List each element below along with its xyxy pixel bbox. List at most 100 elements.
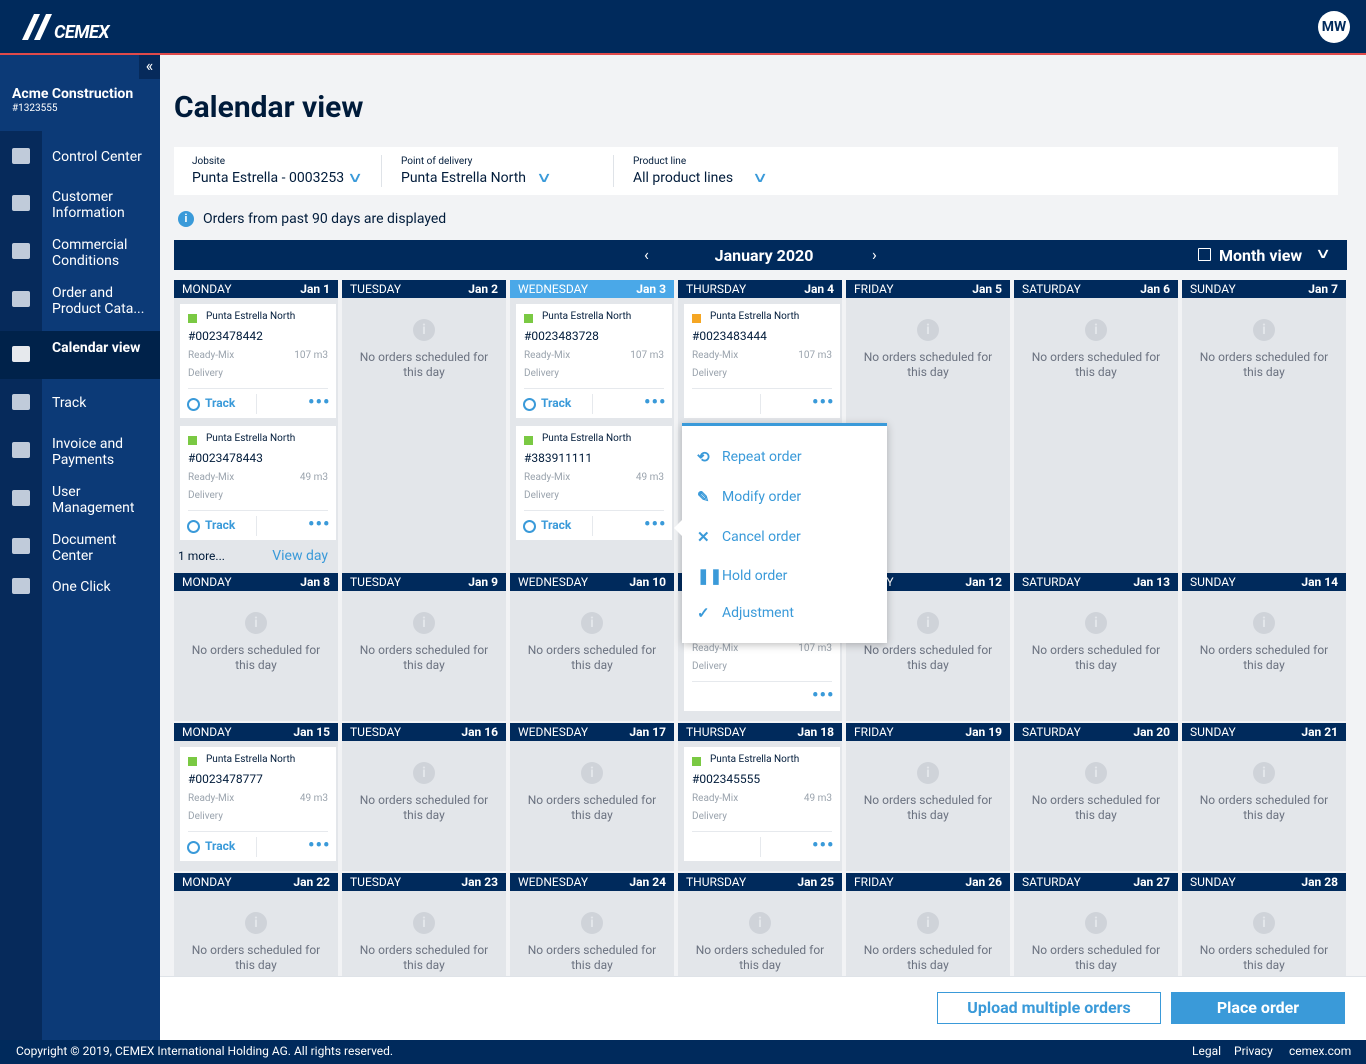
more-menu[interactable]: ••• <box>812 685 835 706</box>
day-cell: Punta Estrella North #0023478442 Ready-Mix… <box>174 298 338 588</box>
track-link[interactable]: Track <box>205 839 236 853</box>
nav-item[interactable]: Calendar view <box>52 340 141 356</box>
more-orders[interactable]: 1 more... <box>178 549 225 563</box>
menu-item[interactable]: Hold order <box>722 568 788 584</box>
delivery-type: Delivery <box>188 368 224 379</box>
day-name: FRIDAY <box>854 725 894 739</box>
more-menu[interactable]: ••• <box>308 514 331 535</box>
view-selector[interactable]: Month view <box>1219 246 1303 265</box>
nav-item[interactable]: Track <box>52 395 87 411</box>
track-link[interactable]: Track <box>205 518 236 532</box>
day-header: FRIDAY Jan 5 <box>846 280 1010 298</box>
empty-icon: i <box>749 912 771 934</box>
menu-icon: ✓ <box>697 604 710 622</box>
nav-item[interactable]: User Management <box>52 484 135 516</box>
order-number[interactable]: #0023483444 <box>692 329 767 343</box>
dropdown-arrow: ∨ <box>751 170 769 186</box>
collapse-button[interactable]: « <box>139 55 160 79</box>
order-number[interactable]: #002345555 <box>692 772 761 786</box>
day-header: WEDNESDAY Jan 10 <box>510 573 674 591</box>
order-number[interactable]: #0023478443 <box>188 451 263 465</box>
empty-icon: i <box>1253 912 1275 934</box>
empty-icon: i <box>1253 319 1275 341</box>
order-number[interactable]: #0023478442 <box>188 329 263 343</box>
account-number[interactable]: #1323555 <box>12 103 58 114</box>
view-day[interactable]: View day <box>272 548 328 564</box>
view-arrow: ∨ <box>1314 246 1332 262</box>
nav-item[interactable]: Invoice and Payments <box>52 436 124 468</box>
empty-icon: i <box>245 612 267 634</box>
nav-item[interactable]: One Click <box>52 579 111 595</box>
day-name: WEDNESDAY <box>518 875 589 889</box>
day-header: WEDNESDAY Jan 3 <box>510 280 674 298</box>
track-icon <box>523 520 536 533</box>
nav-item[interactable]: Commercial Conditions <box>52 237 128 269</box>
empty-icon: i <box>1253 762 1275 784</box>
separator <box>524 510 664 511</box>
day-date: Jan 3 <box>636 282 666 296</box>
day-name: WEDNESDAY <box>518 725 589 739</box>
menu-item[interactable]: Cancel order <box>722 529 801 545</box>
day-name: FRIDAY <box>854 875 894 889</box>
order-card: Punta Estrella North #002345555 Ready-Mix 4… <box>684 747 840 861</box>
day-header: SUNDAY Jan 21 <box>1182 723 1346 741</box>
empty-icon: i <box>1085 319 1107 341</box>
order-number[interactable]: #0023478777 <box>188 772 263 786</box>
empty-message: No orders scheduled for this day <box>191 943 321 972</box>
day-cell: i No orders scheduled for this day <box>1182 741 1346 871</box>
upload-button[interactable]: Upload multiple orders <box>937 992 1161 1024</box>
nav-item[interactable]: Document Center <box>52 532 117 564</box>
day-name: TUESDAY <box>350 875 402 889</box>
filter-value[interactable]: All product lines <box>633 170 734 186</box>
day-name: WEDNESDAY <box>518 575 589 589</box>
more-menu[interactable]: ••• <box>812 392 835 413</box>
page-title: Calendar view <box>174 90 364 125</box>
footer-link[interactable]: Privacy <box>1234 1044 1273 1058</box>
calendar-icon <box>1198 248 1211 261</box>
more-menu[interactable]: ••• <box>308 835 331 856</box>
footer-link[interactable]: Legal <box>1192 1044 1222 1058</box>
empty-message: No orders scheduled for this day <box>1199 350 1329 379</box>
order-number[interactable]: #0023483728 <box>524 329 599 343</box>
copyright: Copyright © 2019, CEMEX International Ho… <box>16 1044 394 1058</box>
track-link[interactable]: Track <box>541 396 572 410</box>
place-order-button[interactable]: Place order <box>1171 992 1345 1024</box>
prev-month[interactable]: ‹ <box>644 245 649 264</box>
nav-item[interactable]: Order and Product Cata... <box>52 285 145 317</box>
footer-link[interactable]: cemex.com <box>1289 1044 1352 1058</box>
vertical-separator <box>256 837 257 857</box>
volume: 49 m3 <box>803 793 832 804</box>
separator <box>692 681 832 682</box>
more-menu[interactable]: ••• <box>644 392 667 413</box>
day-date: Jan 25 <box>797 875 834 889</box>
more-menu[interactable]: ••• <box>308 392 331 413</box>
track-link[interactable]: Track <box>541 518 572 532</box>
company-name: Acme Construction <box>12 86 134 102</box>
menu-icon: ✎ <box>697 488 710 506</box>
volume: 107 m3 <box>798 643 832 654</box>
day-name: THURSDAY <box>686 875 747 889</box>
next-month[interactable]: › <box>872 245 877 264</box>
avatar[interactable]: MW <box>1318 11 1350 43</box>
nav-icon <box>12 442 30 458</box>
nav-item[interactable]: Customer Information <box>52 189 125 221</box>
empty-message: No orders scheduled for this day <box>863 943 993 972</box>
divider <box>381 155 382 187</box>
more-menu[interactable]: ••• <box>812 835 835 856</box>
more-menu[interactable]: ••• <box>644 514 667 535</box>
filter-value[interactable]: Punta Estrella North <box>401 170 526 186</box>
product: Ready-Mix <box>692 793 739 804</box>
nav-item[interactable]: Control Center <box>52 149 142 165</box>
track-link[interactable]: Track <box>205 396 236 410</box>
day-date: Jan 19 <box>965 725 1002 739</box>
menu-item[interactable]: Repeat order <box>722 449 802 465</box>
empty-message: No orders scheduled for this day <box>863 643 993 672</box>
order-number[interactable]: #383911111 <box>524 451 593 465</box>
menu-item[interactable]: Modify order <box>722 489 802 505</box>
day-header: MONDAY Jan 8 <box>174 573 338 591</box>
day-header: THURSDAY Jan 18 <box>678 723 842 741</box>
month-label: January 2020 <box>714 246 814 265</box>
menu-item[interactable]: Adjustment <box>722 605 794 621</box>
filter-value[interactable]: Punta Estrella - 0003253 <box>192 170 345 186</box>
